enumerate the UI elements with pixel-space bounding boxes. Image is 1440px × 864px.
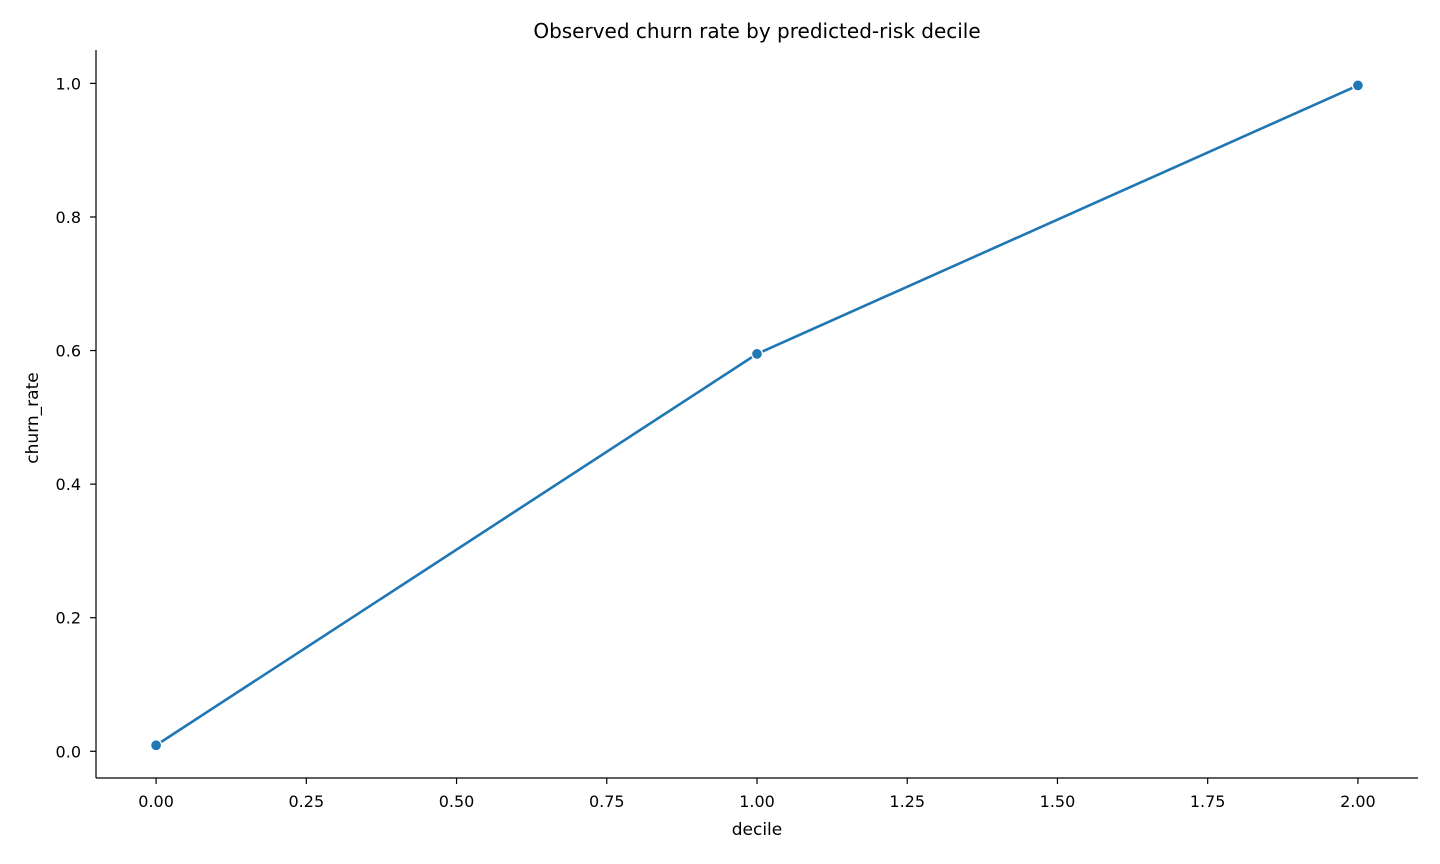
- x-tick-label: 1.00: [739, 792, 775, 811]
- data-point[interactable]: [151, 740, 162, 751]
- y-tick-label: 0.6: [56, 342, 81, 361]
- y-tick-label: 0.8: [56, 208, 81, 227]
- x-tick-label: 0.75: [589, 792, 625, 811]
- series-layer: [151, 80, 1364, 751]
- y-tick-label: 0.2: [56, 609, 81, 628]
- chart-title: Observed churn rate by predicted-risk de…: [533, 19, 980, 43]
- y-axis-ticks: 0.0 0.2 0.4 0.6 0.8 1.0: [56, 74, 96, 761]
- x-tick-label: 1.75: [1190, 792, 1226, 811]
- x-tick-label: 0.50: [439, 792, 475, 811]
- x-tick-label: 0.00: [138, 792, 174, 811]
- x-tick-label: 1.25: [889, 792, 925, 811]
- data-point[interactable]: [752, 348, 763, 359]
- x-tick-label: 2.00: [1340, 792, 1376, 811]
- y-tick-label: 0.0: [56, 742, 81, 761]
- x-tick-label: 0.25: [289, 792, 325, 811]
- series-line: [156, 85, 1358, 745]
- y-tick-label: 0.4: [56, 475, 81, 494]
- x-axis-ticks: 0.00 0.25 0.50 0.75 1.00 1.25 1.50 1.75 2.00: [138, 778, 1375, 811]
- y-axis-label: churn_rate: [23, 372, 43, 463]
- y-tick-label: 1.0: [56, 74, 81, 93]
- data-point[interactable]: [1352, 80, 1363, 91]
- x-tick-label: 1.50: [1040, 792, 1076, 811]
- x-axis-label: decile: [732, 820, 783, 840]
